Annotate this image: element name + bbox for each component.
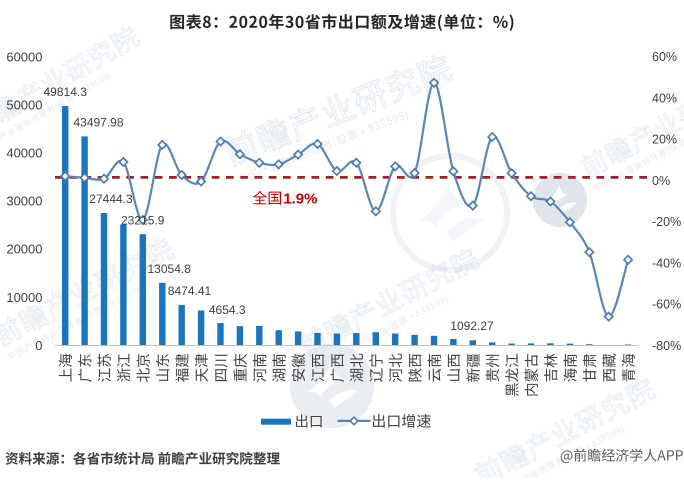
svg-text:-20%: -20%	[652, 215, 681, 229]
svg-text:20%: 20%	[652, 133, 677, 147]
svg-text:10000: 10000	[6, 290, 42, 305]
svg-text:13054.8: 13054.8	[148, 262, 192, 276]
svg-text:-60%: -60%	[652, 298, 681, 312]
svg-text:1092.27: 1092.27	[450, 319, 494, 333]
svg-text:30000: 30000	[6, 194, 42, 209]
svg-text:23215.9: 23215.9	[121, 213, 165, 227]
svg-text:0%: 0%	[652, 174, 670, 188]
svg-text:43497.98: 43497.98	[73, 115, 123, 129]
svg-text:60000: 60000	[6, 49, 42, 64]
svg-text:20000: 20000	[6, 242, 42, 257]
svg-text:0: 0	[35, 338, 42, 353]
svg-text:40%: 40%	[652, 91, 677, 105]
svg-text:4654.3: 4654.3	[209, 303, 246, 317]
svg-text:60%: 60%	[652, 50, 677, 64]
svg-text:40000: 40000	[6, 146, 42, 161]
svg-text:27444.3: 27444.3	[89, 192, 133, 206]
svg-text:1.9%: 1.9%	[283, 191, 317, 208]
svg-text:49814.3: 49814.3	[44, 85, 88, 99]
svg-text:50000: 50000	[6, 97, 42, 112]
svg-text:-40%: -40%	[652, 256, 681, 270]
svg-text:-80%: -80%	[652, 339, 681, 353]
svg-text:8474.41: 8474.41	[168, 284, 212, 298]
